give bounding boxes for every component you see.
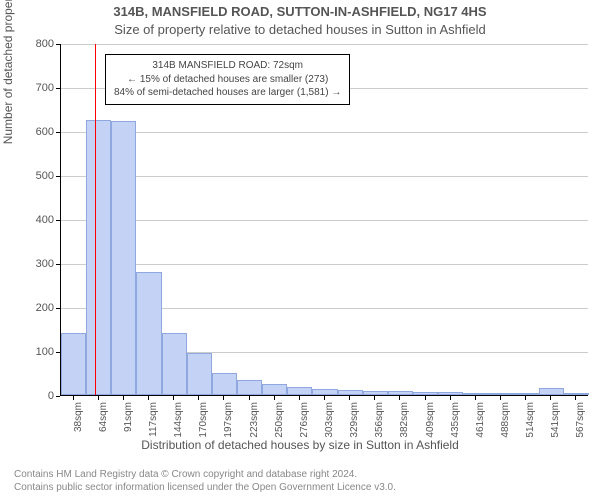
- x-tick-label: 197sqm: [223, 402, 234, 442]
- x-axis-tick: [500, 396, 501, 400]
- x-tick-label: 329sqm: [349, 402, 360, 442]
- y-tick-label: 500: [36, 170, 54, 182]
- y-axis-tick: [56, 264, 60, 265]
- grid-line: [61, 220, 588, 221]
- histogram-bar: [488, 393, 513, 395]
- x-axis-tick: [223, 396, 224, 400]
- y-axis-tick: [56, 308, 60, 309]
- x-axis-tick: [450, 396, 451, 400]
- x-tick-label: 117sqm: [148, 402, 159, 442]
- x-tick-label: 170sqm: [198, 402, 209, 442]
- histogram-bar: [111, 121, 136, 395]
- chart-title-address: 314B, MANSFIELD ROAD, SUTTON-IN-ASHFIELD…: [0, 4, 600, 19]
- histogram-bar: [463, 393, 488, 395]
- x-axis-label: Distribution of detached houses by size …: [0, 438, 600, 452]
- y-tick-label: 700: [36, 82, 54, 94]
- y-tick-label: 200: [36, 302, 54, 314]
- x-axis-tick: [274, 396, 275, 400]
- x-axis-tick: [299, 396, 300, 400]
- x-tick-label: 461sqm: [475, 402, 486, 442]
- histogram-bar: [287, 387, 312, 395]
- annotation-line-2: ← 15% of detached houses are smaller (27…: [114, 73, 341, 87]
- x-axis-tick: [425, 396, 426, 400]
- copyright-line-1: Contains HM Land Registry data © Crown c…: [14, 468, 396, 481]
- x-axis-tick: [173, 396, 174, 400]
- x-tick-label: 514sqm: [525, 402, 536, 442]
- x-tick-label: 382sqm: [399, 402, 410, 442]
- histogram-bar: [212, 373, 237, 395]
- histogram-bar: [363, 391, 388, 395]
- histogram-bar: [237, 380, 262, 395]
- grid-line: [61, 132, 588, 133]
- y-axis-tick: [56, 88, 60, 89]
- histogram-bar: [539, 388, 564, 395]
- property-marker-line: [95, 44, 96, 395]
- x-axis-tick: [324, 396, 325, 400]
- histogram-bar: [564, 393, 589, 395]
- histogram-bar: [262, 384, 287, 395]
- x-tick-label: 64sqm: [98, 402, 109, 442]
- x-axis-tick: [550, 396, 551, 400]
- x-axis-tick: [73, 396, 74, 400]
- grid-line: [61, 264, 588, 265]
- y-axis-tick: [56, 352, 60, 353]
- x-tick-label: 435sqm: [450, 402, 461, 442]
- x-axis-tick: [198, 396, 199, 400]
- x-tick-label: 567sqm: [575, 402, 586, 442]
- y-tick-label: 0: [48, 390, 54, 402]
- x-tick-label: 541sqm: [550, 402, 561, 442]
- x-axis-tick: [374, 396, 375, 400]
- annotation-line-3: 84% of semi-detached houses are larger (…: [114, 86, 341, 100]
- histogram-bar: [413, 392, 438, 395]
- x-axis-tick: [148, 396, 149, 400]
- histogram-bar: [514, 393, 539, 395]
- y-axis-tick: [56, 396, 60, 397]
- x-tick-label: 223sqm: [249, 402, 260, 442]
- x-tick-label: 144sqm: [173, 402, 184, 442]
- y-tick-label: 600: [36, 126, 54, 138]
- x-tick-label: 91sqm: [123, 402, 134, 442]
- histogram-bar: [187, 353, 212, 395]
- copyright-notice: Contains HM Land Registry data © Crown c…: [14, 468, 396, 494]
- histogram-bar: [338, 390, 363, 395]
- histogram-bar: [61, 333, 86, 395]
- y-tick-label: 400: [36, 214, 54, 226]
- histogram-bar: [388, 391, 413, 395]
- histogram-bar: [86, 120, 111, 395]
- x-tick-label: 250sqm: [274, 402, 285, 442]
- y-axis-tick: [56, 220, 60, 221]
- x-tick-label: 38sqm: [73, 402, 84, 442]
- x-axis-tick: [475, 396, 476, 400]
- histogram-bar: [162, 333, 187, 395]
- y-tick-label: 100: [36, 346, 54, 358]
- x-axis-tick: [525, 396, 526, 400]
- histogram-bar: [136, 272, 161, 395]
- chart-title-desc: Size of property relative to detached ho…: [0, 22, 600, 37]
- x-tick-label: 488sqm: [500, 402, 511, 442]
- grid-line: [61, 176, 588, 177]
- grid-line: [61, 44, 588, 45]
- y-axis-tick: [56, 132, 60, 133]
- y-tick-label: 300: [36, 258, 54, 270]
- x-tick-label: 303sqm: [324, 402, 335, 442]
- histogram-bar: [438, 392, 463, 395]
- x-tick-label: 409sqm: [425, 402, 436, 442]
- x-axis-tick: [98, 396, 99, 400]
- x-axis-tick: [575, 396, 576, 400]
- y-axis-label: Number of detached properties: [1, 0, 15, 144]
- y-tick-label: 800: [36, 38, 54, 50]
- annotation-box: 314B MANSFIELD ROAD: 72sqm ← 15% of deta…: [105, 54, 350, 105]
- x-axis-tick: [399, 396, 400, 400]
- x-axis-tick: [249, 396, 250, 400]
- y-axis-tick: [56, 44, 60, 45]
- copyright-line-2: Contains public sector information licen…: [14, 481, 396, 494]
- histogram-bar: [312, 389, 337, 395]
- x-axis-tick: [349, 396, 350, 400]
- chart-container: 314B, MANSFIELD ROAD, SUTTON-IN-ASHFIELD…: [0, 0, 600, 500]
- x-tick-label: 276sqm: [299, 402, 310, 442]
- annotation-line-1: 314B MANSFIELD ROAD: 72sqm: [114, 59, 341, 73]
- x-axis-tick: [123, 396, 124, 400]
- x-tick-label: 356sqm: [374, 402, 385, 442]
- y-axis-tick: [56, 176, 60, 177]
